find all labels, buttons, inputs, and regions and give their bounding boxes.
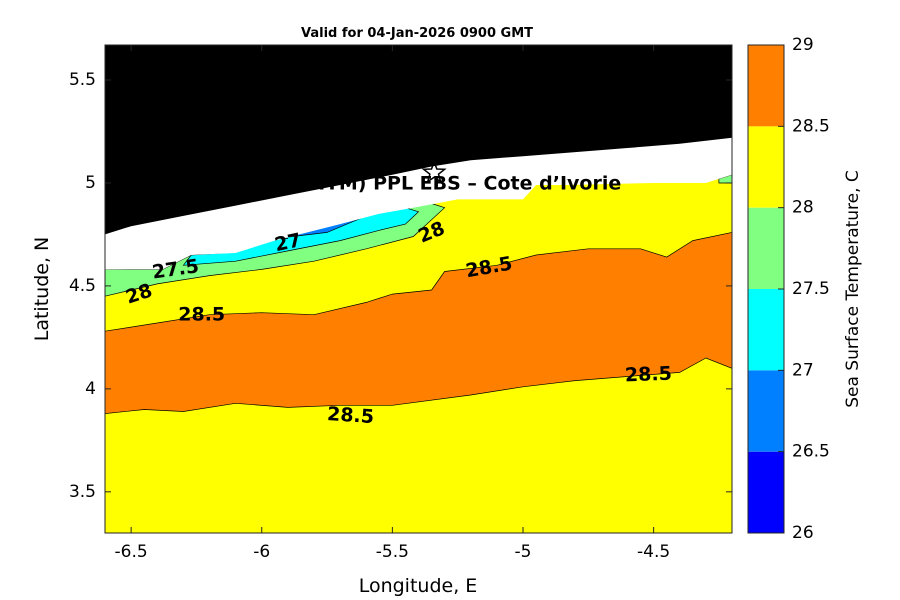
- y-axis: 3.5 4 4.5 5 5.5: [69, 70, 732, 502]
- colorbar-band-4: [748, 126, 784, 208]
- colorbar-band-5: [748, 45, 784, 127]
- x-tick-label: -6.5: [115, 542, 148, 562]
- colorbar-label: Sea Surface Temperature, C: [843, 170, 863, 408]
- colorbar-tick-label: 27: [792, 360, 814, 380]
- y-tick-label: 5.5: [69, 70, 96, 90]
- site-annotation: A (ONHYM) PPL EBS – Cote d’Ivorie: [247, 173, 621, 195]
- site-star-marker: [421, 159, 447, 184]
- y-tick-label: 4.5: [69, 276, 96, 296]
- colorbar-band-1: [748, 370, 784, 452]
- x-tick-label: -4.5: [637, 542, 670, 562]
- colorbar-tick-label: 29: [792, 35, 814, 55]
- y-tick-label: 3.5: [69, 482, 96, 502]
- colorbar-tick-label: 27.5: [792, 279, 830, 299]
- y-tick-label: 4: [85, 379, 96, 399]
- chart-title: Valid for 04-Jan-2026 0900 GMT: [301, 26, 533, 41]
- y-axis-label: Latitude, N: [31, 237, 53, 342]
- land-area: [105, 45, 732, 235]
- colorbar-tick-label: 26: [792, 523, 814, 543]
- x-tick-label: -5: [515, 542, 532, 562]
- colorbar-tick-label: 28.5: [792, 116, 830, 136]
- colorbar-band-2: [748, 289, 784, 371]
- contour-label-7: 28.5: [326, 403, 374, 428]
- colorbar-band-0: [748, 451, 784, 533]
- x-tick-label: -5.5: [376, 542, 409, 562]
- x-tick-label: -6: [253, 542, 270, 562]
- plot-frame: [104, 44, 733, 534]
- x-axis-label: Longitude, E: [359, 575, 478, 597]
- y-tick-label: 5: [85, 173, 96, 193]
- x-axis: -6.5 -6 -5.5 -5 -4.5: [115, 45, 670, 562]
- colorbar-band-3: [748, 207, 784, 289]
- colorbar: 26 26.5 27 27.5 28 28.5 29: [747, 35, 830, 543]
- colorbar-tick-label: 28: [792, 198, 814, 218]
- colorbar-tick-label: 26.5: [792, 442, 830, 462]
- contour-label-4: 28.5: [178, 304, 225, 326]
- contour-label-1: 27: [273, 229, 303, 256]
- contour-label-6: 28.5: [625, 363, 673, 387]
